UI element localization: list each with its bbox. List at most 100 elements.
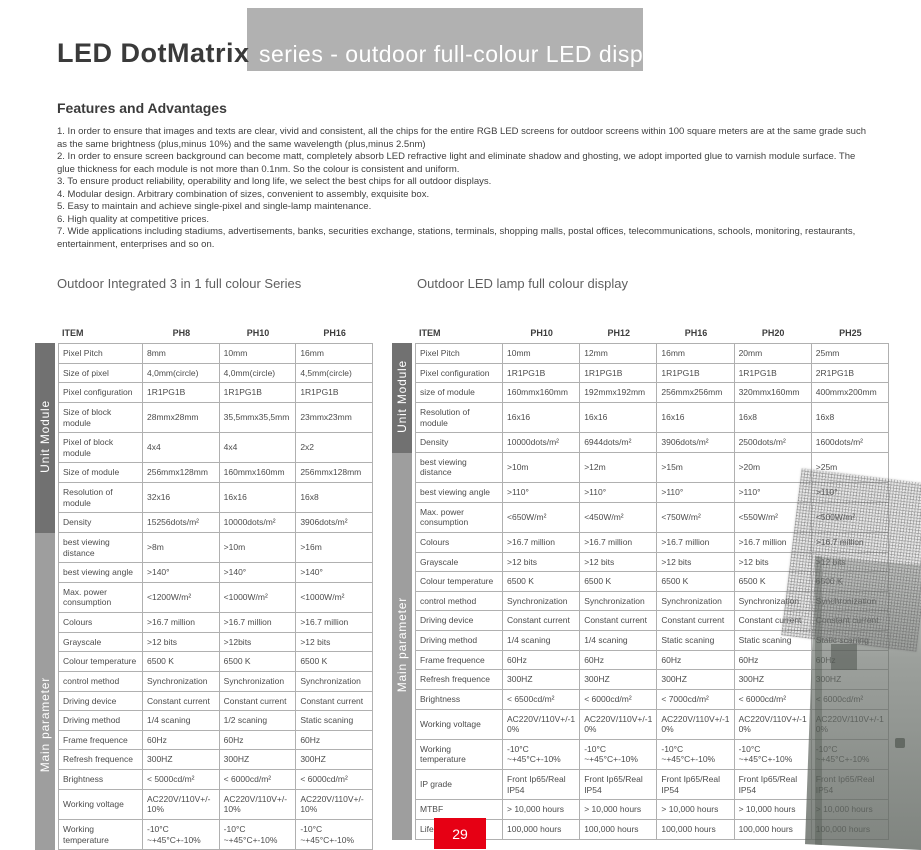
- spec-row: Refresh frequence 300HZ 300HZ 300HZ: [35, 750, 373, 770]
- spec-row: control method Synchronization Synchroniza…: [35, 671, 373, 692]
- spec-cell: < 6000cd/m²: [811, 689, 889, 710]
- spec-row-label: Resolution of module: [58, 483, 143, 514]
- spec-cell: 60Hz: [580, 650, 658, 671]
- spec-cell: < 6000cd/m²: [296, 770, 373, 790]
- spec-cell: 60Hz: [219, 730, 297, 751]
- left-table-wrap: ITEM PH8 PH10 PH16 Unit Module Pixel Pitch 8mm…: [35, 326, 373, 850]
- spec-row: Unit Module Pixel Pitch 10mm 12mm 16mm 20mm 25…: [392, 343, 889, 453]
- spec-row-label: Grayscale: [415, 552, 503, 573]
- spec-cell: <750W/m²: [657, 502, 735, 533]
- spec-cell: -10°C ~+45°C+-10%: [503, 739, 581, 770]
- spec-row-label: best viewing angle: [415, 483, 503, 503]
- spec-cell: -10°C ~+45°C+-10%: [143, 819, 220, 850]
- spec-cell: 1R1PG1B: [657, 363, 735, 384]
- spec-row-label: best viewing angle: [58, 563, 143, 583]
- spec-row: Size of module 256mmx128mm 160mmx160mm 256m…: [35, 463, 373, 483]
- spec-cell: 6500 K: [503, 572, 581, 592]
- spec-cell: 16x8: [296, 483, 373, 514]
- spec-cell: 3906dots/m²: [296, 513, 373, 533]
- spec-cell: 300HZ: [503, 670, 581, 690]
- spec-row-label: Max. power consumption: [415, 502, 503, 533]
- left-table-title: Outdoor Integrated 3 in 1 full colour Se…: [57, 276, 302, 291]
- spec-cell: <1000W/m²: [219, 582, 297, 613]
- right-table-wrap: ITEM PH10 PH12 PH16 PH20 PH25 Unit Module Pixel…: [392, 326, 889, 840]
- spec-row: Size of pixel 4,0mm(circle) 4,0mm(circle) 4…: [35, 363, 373, 384]
- spec-row: Frame frequence 60Hz 60Hz 60Hz 60Hz 60Hz: [392, 650, 889, 671]
- spec-row-label: Driving device: [58, 691, 143, 712]
- spec-cell: 160mmx160mm: [219, 463, 297, 483]
- page-number-badge: 29: [434, 818, 486, 849]
- spec-row-label: Size of block module: [58, 402, 143, 434]
- spec-cell: >110°: [811, 483, 889, 503]
- spec-row: Max. power consumption <650W/m² <450W/m² <7…: [392, 502, 889, 533]
- spec-cell: AC220V/110V+/-10%: [219, 789, 297, 820]
- spec-cell: 16x16: [503, 402, 581, 434]
- spec-cell: 4x4: [143, 433, 220, 464]
- spec-row: Unit Module Pixel Pitch 8mm 10mm 16mm: [35, 343, 373, 533]
- spec-cell: > 10,000 hours: [811, 800, 889, 820]
- spec-row-label: Refresh frequence: [415, 670, 503, 690]
- spec-row-label: Resolution of module: [415, 402, 503, 434]
- side-group-label: Main parameter: [37, 677, 52, 773]
- spec-cell: Constant current: [811, 611, 889, 631]
- spec-row: control method Synchronization Synchroniza…: [392, 591, 889, 612]
- spec-row: size of module 160mmx160mm 192mmx192mm 256m…: [392, 383, 889, 403]
- spec-cell: >140°: [143, 563, 220, 583]
- spec-table-led-lamp: ITEM PH10 PH12 PH16 PH20 PH25 Unit Module Pixel…: [392, 326, 889, 840]
- spec-cell: AC220V/110V+/-10%: [657, 709, 735, 740]
- column-header-ph20: PH20: [761, 328, 785, 338]
- spec-cell: 60Hz: [657, 650, 735, 671]
- side-group-unit-module: Unit Module: [392, 343, 415, 453]
- column-header-ph12: PH12: [607, 328, 631, 338]
- column-header-item: ITEM: [419, 328, 441, 338]
- spec-cell: 10mm: [503, 343, 581, 364]
- spec-row: Working temperature -10°C ~+45°C+-10% -10°…: [392, 739, 889, 770]
- spec-cell: 256mmx128mm: [143, 463, 220, 483]
- spec-row: Refresh frequence 300HZ 300HZ 300HZ 300HZ 300…: [392, 670, 889, 690]
- feature-item: 7. Wide applications including stadiums,…: [57, 226, 856, 250]
- spec-cell: <1200W/m²: [143, 582, 220, 613]
- spec-cell: >20m: [734, 452, 812, 483]
- spec-cell: 10mm: [219, 343, 297, 364]
- spec-cell: >16.7 million: [734, 532, 812, 553]
- spec-cell: 300HZ: [219, 750, 297, 770]
- spec-cell: 100,000 hours: [580, 819, 658, 840]
- spec-cell: 2500dots/m²: [734, 433, 812, 453]
- column-header-item: ITEM: [62, 328, 84, 338]
- title-band-text: series - outdoor full-colour LED display: [259, 41, 675, 67]
- spec-row-label: control method: [58, 671, 143, 692]
- spec-row: Brightness < 6500cd/m² < 6000cd/m² < 7000cd…: [392, 689, 889, 710]
- spec-cell: >16.7 million: [657, 532, 735, 553]
- spec-cell: < 6000cd/m²: [734, 689, 812, 710]
- spec-cell: < 5000cd/m²: [143, 770, 220, 790]
- spec-cell: 1R1PG1B: [296, 383, 373, 403]
- spec-cell: 3906dots/m²: [657, 433, 735, 453]
- spec-cell: 320mmx160mm: [734, 383, 812, 403]
- spec-row-label: Working voltage: [58, 789, 143, 820]
- spec-cell: < 6000cd/m²: [580, 689, 658, 710]
- spec-cell: 16x16: [580, 402, 658, 434]
- spec-cell: Synchronization: [503, 591, 581, 612]
- spec-cell: 1R1PG1B: [734, 363, 812, 384]
- spec-cell: >12 bits: [580, 552, 658, 573]
- spec-cell: Front Ip65/Real IP54: [580, 770, 658, 801]
- spec-row-label: Max. power consumption: [58, 582, 143, 613]
- spec-cell: 35,5mmx35,5mm: [219, 402, 297, 434]
- spec-cell: 2x2: [296, 433, 373, 464]
- spec-row-label: Driving method: [415, 631, 503, 651]
- spec-cell: >110°: [580, 483, 658, 503]
- spec-cell: <450W/m²: [580, 502, 658, 533]
- spec-row: best viewing angle >140° >140° >140°: [35, 563, 373, 583]
- spec-row: Brightness < 5000cd/m² < 6000cd/m² < 6000cd…: [35, 770, 373, 790]
- spec-cell: 8mm: [143, 343, 220, 364]
- spec-cell: > 10,000 hours: [734, 800, 812, 820]
- side-spacer: [35, 326, 58, 343]
- spec-cell: 32x16: [143, 483, 220, 514]
- spec-cell: 2R1PG1B: [811, 363, 889, 384]
- spec-row-label: Pixel configuration: [415, 363, 503, 384]
- feature-item: 1. In order to ensure that images and te…: [57, 126, 866, 150]
- spec-cell: -10°C ~+45°C+-10%: [811, 739, 889, 770]
- spec-cell: AC220V/110V+/-10%: [143, 789, 220, 820]
- spec-cell: Constant current: [143, 691, 220, 712]
- spec-row: Colours >16.7 million >16.7 million >16.7 m…: [392, 532, 889, 553]
